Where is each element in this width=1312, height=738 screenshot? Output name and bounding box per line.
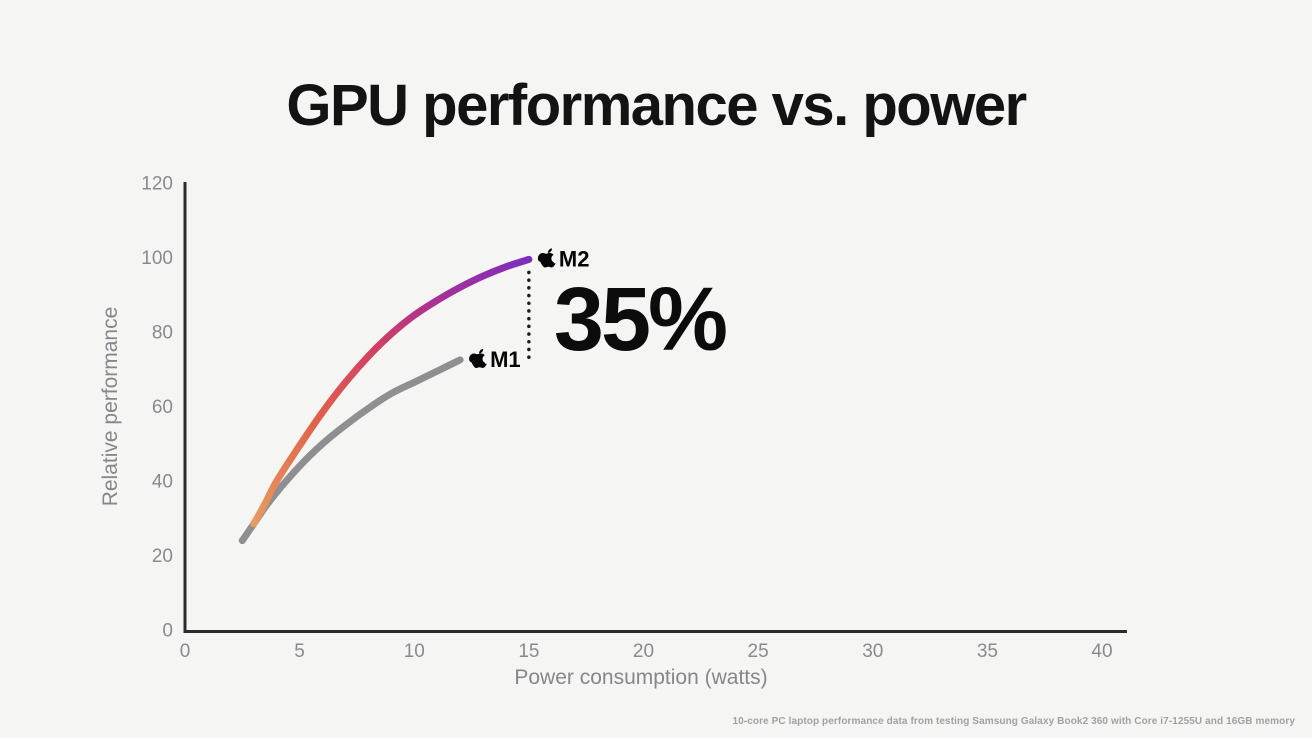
x-tick-label: 25 <box>748 641 769 662</box>
x-tick-label: 35 <box>977 641 998 662</box>
y-tick-label: 60 <box>152 397 173 418</box>
x-tick-label: 20 <box>633 641 654 662</box>
axes-line <box>183 182 1127 633</box>
y-tick-label: 40 <box>152 472 173 493</box>
y-tick-label: 120 <box>141 174 173 195</box>
apple-logo-icon <box>469 348 487 368</box>
x-tick-label: 5 <box>294 641 305 662</box>
x-tick-label: 10 <box>404 641 425 662</box>
x-axis-title: Power consumption (watts) <box>514 666 767 689</box>
chart-title: GPU performance vs. power <box>286 73 1027 138</box>
series-m2-label: M2 <box>559 246 590 271</box>
y-tick-label: 20 <box>152 546 173 567</box>
series-m2-curve <box>250 255 533 528</box>
y-tick-label: 100 <box>141 248 173 269</box>
series-m1-curve <box>238 356 464 545</box>
y-tick-label: 0 <box>162 621 173 642</box>
series-m1-label: M1 <box>490 347 521 372</box>
apple-logo-icon <box>537 248 556 268</box>
y-axis-title: Relative performance <box>99 307 122 507</box>
x-tick-label: 0 <box>180 641 191 662</box>
annotation-percent: 35% <box>554 270 726 370</box>
x-tick-label: 30 <box>862 641 883 662</box>
x-tick-label: 15 <box>518 641 539 662</box>
x-tick-label: 40 <box>1091 641 1112 662</box>
footnote: 10-core PC laptop performance data from … <box>732 716 1295 727</box>
chart-content: 0 5 10 15 20 25 30 35 40 0 20 40 60 80 100 120 Power con… <box>99 174 1127 689</box>
y-tick-label: 80 <box>152 323 173 344</box>
